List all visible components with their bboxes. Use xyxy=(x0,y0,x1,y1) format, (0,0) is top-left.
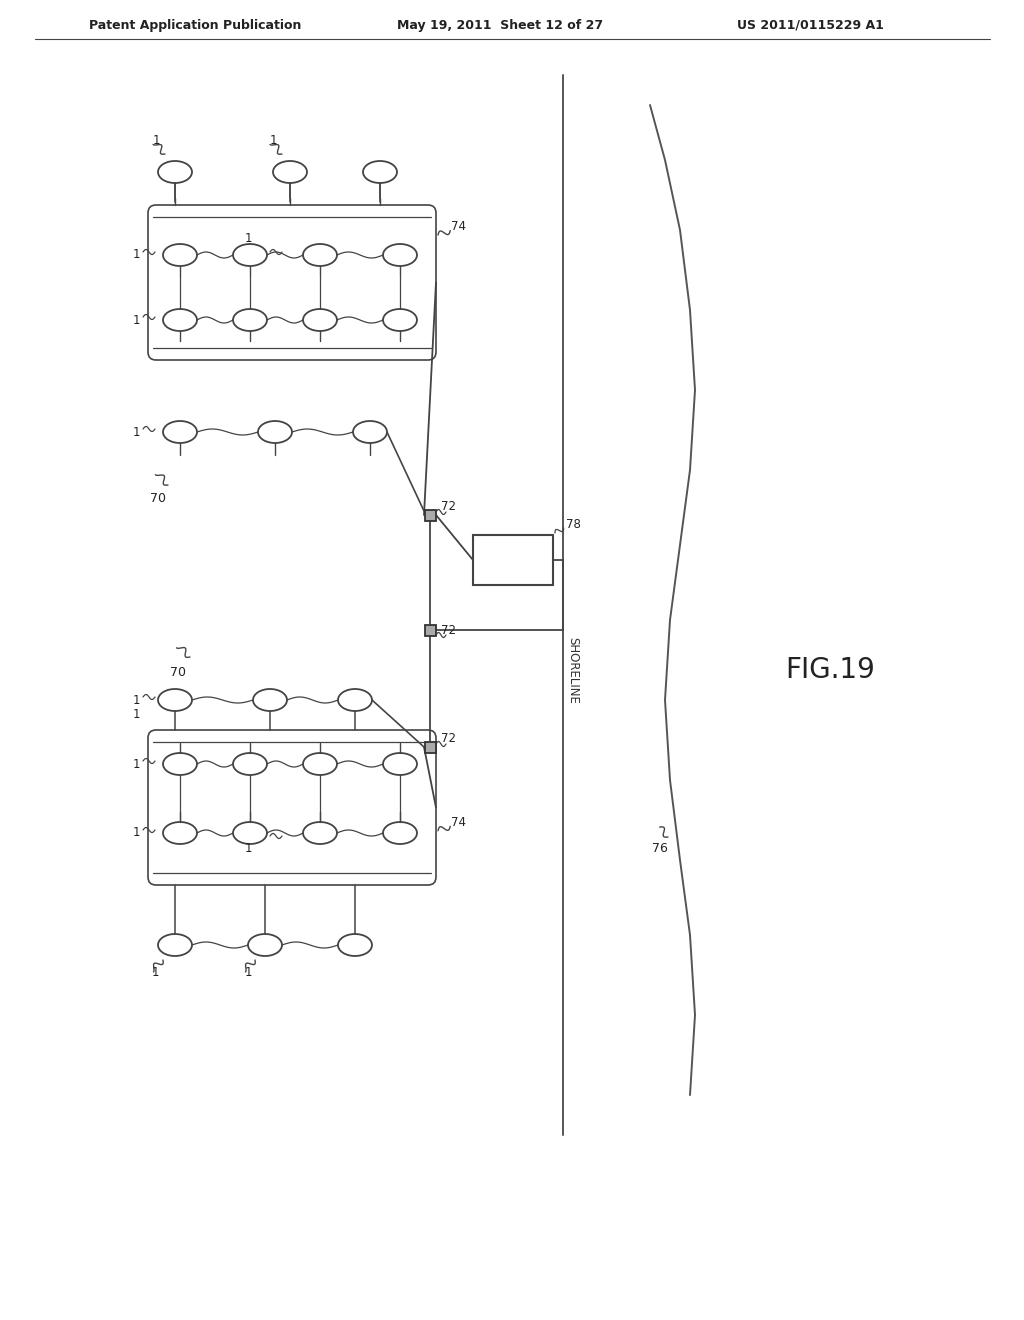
Text: 1: 1 xyxy=(132,314,139,326)
Text: 72: 72 xyxy=(441,733,457,746)
Text: 1: 1 xyxy=(245,966,252,979)
Text: 1: 1 xyxy=(132,709,139,722)
Text: 1: 1 xyxy=(153,133,160,147)
Text: FIG.19: FIG.19 xyxy=(785,656,874,684)
Text: 72: 72 xyxy=(441,500,457,513)
Text: 1: 1 xyxy=(132,826,139,840)
Text: 72: 72 xyxy=(441,623,457,636)
Text: 1: 1 xyxy=(132,758,139,771)
Text: US 2011/0115229 A1: US 2011/0115229 A1 xyxy=(736,18,884,32)
Text: 78: 78 xyxy=(565,519,581,532)
Bar xyxy=(473,535,553,585)
Text: 1: 1 xyxy=(132,693,139,706)
Text: 76: 76 xyxy=(652,842,668,854)
Text: 1: 1 xyxy=(245,842,252,855)
Bar xyxy=(425,742,435,752)
Text: SHORELINE: SHORELINE xyxy=(566,636,580,704)
Text: 74: 74 xyxy=(451,220,466,234)
Text: 1: 1 xyxy=(132,248,139,261)
Text: May 19, 2011  Sheet 12 of 27: May 19, 2011 Sheet 12 of 27 xyxy=(397,18,603,32)
Text: Patent Application Publication: Patent Application Publication xyxy=(89,18,301,32)
Text: 1: 1 xyxy=(152,966,159,979)
Text: 70: 70 xyxy=(170,665,186,678)
Text: 1: 1 xyxy=(245,232,252,246)
Bar xyxy=(425,624,435,635)
Text: 1: 1 xyxy=(132,425,139,438)
Bar xyxy=(425,510,435,520)
Text: 1: 1 xyxy=(269,133,276,147)
Text: 74: 74 xyxy=(451,816,466,829)
Text: 70: 70 xyxy=(150,491,166,504)
